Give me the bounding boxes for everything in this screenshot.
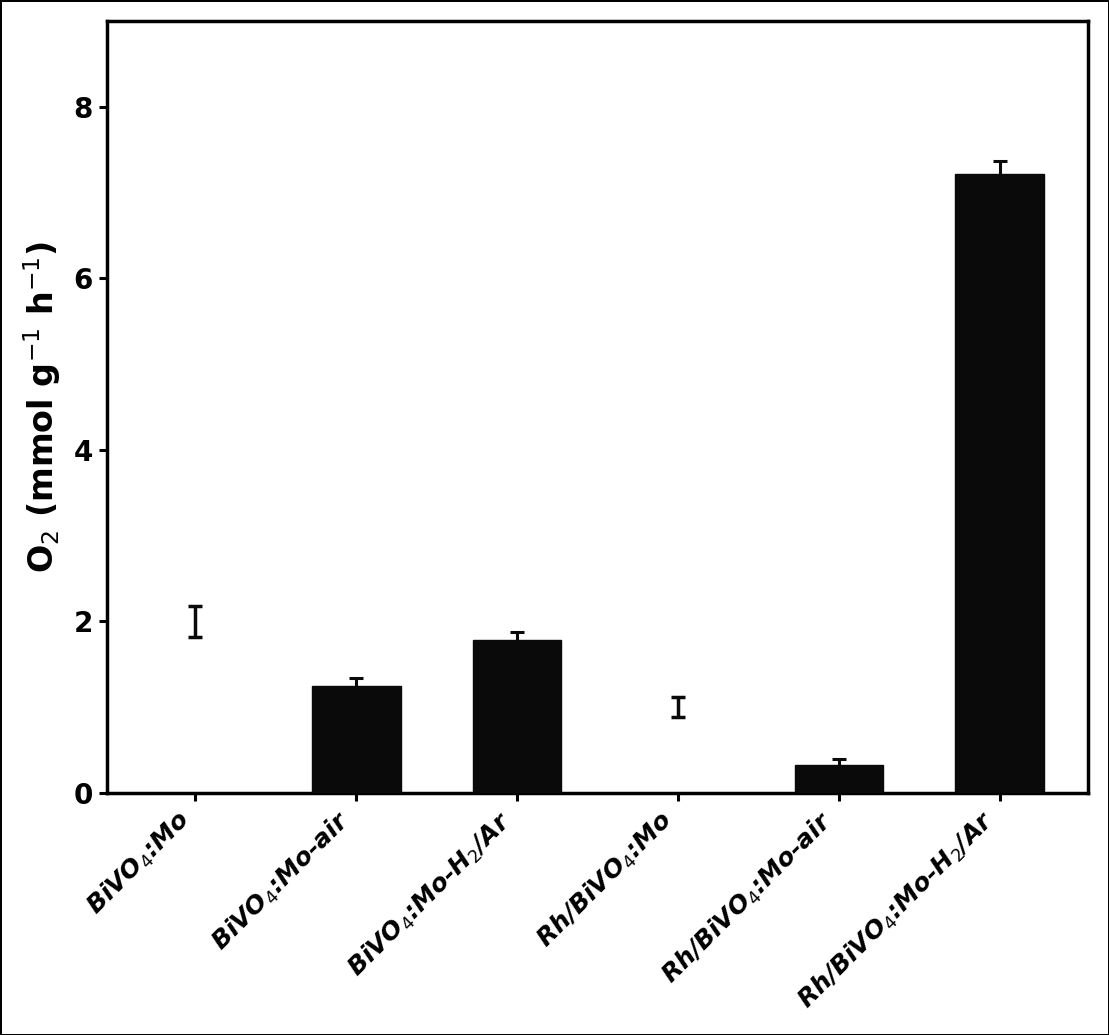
Bar bbox=[795, 766, 883, 793]
Bar bbox=[472, 641, 561, 793]
Bar bbox=[956, 174, 1044, 793]
Bar bbox=[312, 686, 400, 793]
Y-axis label: O$_2$ (mmol g$^{-1}$ h$^{-1}$): O$_2$ (mmol g$^{-1}$ h$^{-1}$) bbox=[21, 241, 62, 573]
